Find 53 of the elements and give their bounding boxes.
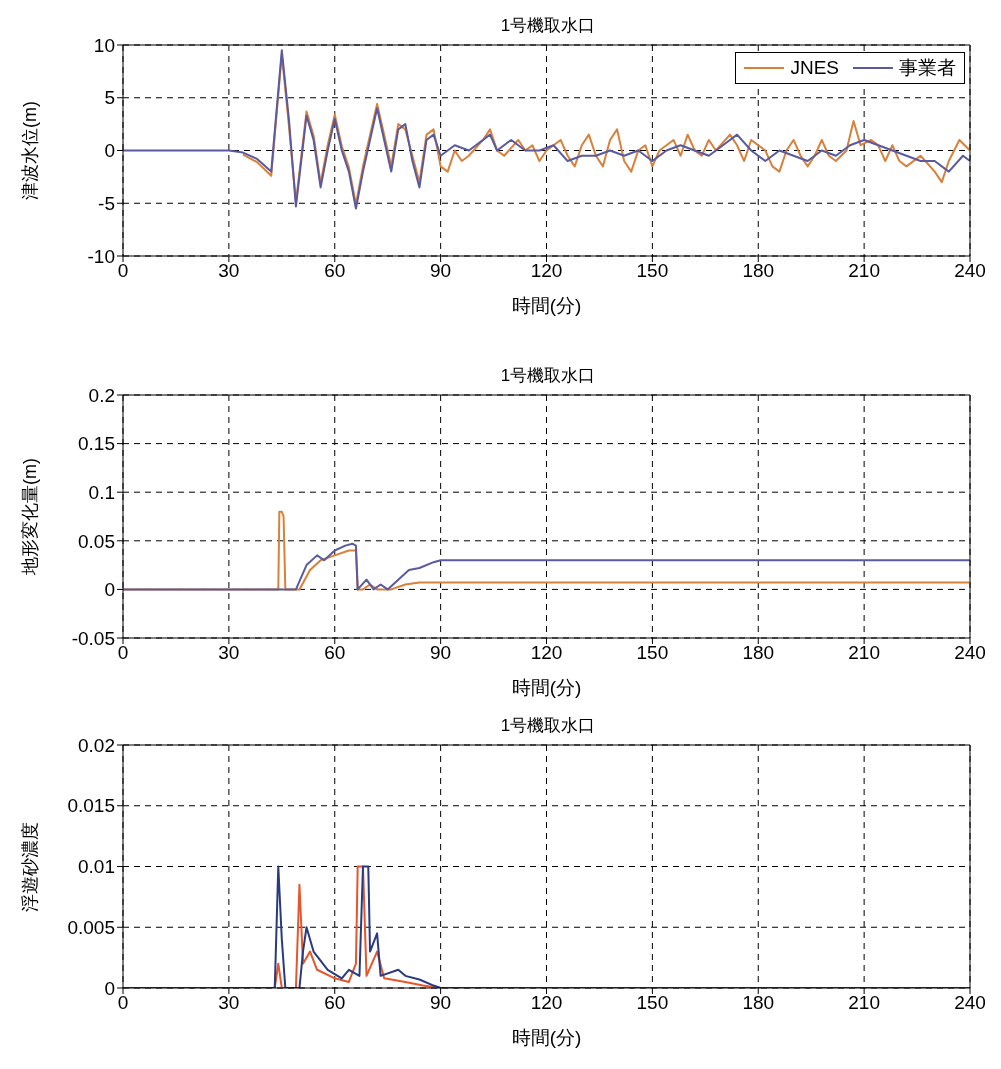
x-tick-label: 90	[430, 260, 452, 282]
x-tick-label: 210	[848, 642, 880, 664]
x-axis-title: 時間(分)	[511, 677, 582, 698]
x-tick-label: 90	[430, 642, 452, 664]
x-tick-label: 30	[218, 992, 240, 1014]
x-tick-label: 150	[636, 260, 669, 282]
line-series	[123, 49, 970, 210]
y-tick-label: 0.1	[88, 481, 115, 503]
y-tick-label: 0	[104, 140, 115, 162]
x-tick-label: 120	[530, 642, 563, 664]
line-series	[123, 542, 970, 591]
legend-label: 事業者	[898, 56, 956, 80]
x-tick-label: 150	[636, 642, 669, 664]
x-tick-label: 210	[848, 992, 880, 1014]
y-tick-label: 0.05	[78, 530, 115, 552]
x-tick-label: 120	[530, 260, 563, 282]
chart-title: 1号機取水口	[500, 366, 596, 385]
y-tick-label: 0.005	[67, 916, 115, 938]
x-tick-label: 240	[954, 642, 986, 664]
x-tick-label: 180	[742, 260, 775, 282]
y-tick-label: 0.02	[78, 734, 115, 756]
x-tick-label: 180	[742, 992, 775, 1014]
y-tick-label: 0	[104, 579, 115, 601]
y-axis-title: 地形変化量(m)	[20, 458, 41, 576]
x-tick-label: 60	[324, 642, 346, 664]
chart-title: 1号機取水口	[500, 716, 596, 735]
x-tick-label: 30	[218, 260, 240, 282]
y-tick-label: 0.015	[67, 795, 115, 817]
legend-label: JNES	[789, 56, 839, 80]
y-tick-label: 0.01	[78, 856, 115, 878]
x-tick-label: 60	[324, 260, 346, 282]
y-tick-label: -5	[98, 192, 115, 214]
x-tick-label: 240	[954, 992, 986, 1014]
x-tick-label: 210	[848, 260, 880, 282]
y-axis-title: 浮遊砂濃度	[20, 821, 41, 912]
y-tick-label: -10	[87, 245, 115, 267]
y-tick-label: 0.15	[78, 433, 115, 455]
x-tick-label: 90	[430, 992, 452, 1014]
y-tick-label: 5	[104, 87, 115, 109]
x-axis-title: 時間(分)	[511, 1027, 582, 1048]
x-tick-label: 240	[954, 260, 986, 282]
y-tick-label: 10	[93, 34, 115, 56]
y-tick-label: 0.2	[88, 384, 115, 406]
x-axis-title: 時間(分)	[511, 295, 582, 316]
x-tick-label: 60	[324, 992, 346, 1014]
chart-title: 1号機取水口	[500, 16, 596, 35]
x-tick-label: 120	[530, 992, 563, 1014]
x-tick-label: 150	[636, 992, 669, 1014]
y-tick-label: -0.05	[71, 627, 115, 649]
y-tick-label: 0	[104, 977, 115, 999]
x-tick-label: 180	[742, 642, 775, 664]
x-tick-label: 30	[218, 642, 240, 664]
y-axis-title: 津波水位(m)	[20, 101, 41, 200]
